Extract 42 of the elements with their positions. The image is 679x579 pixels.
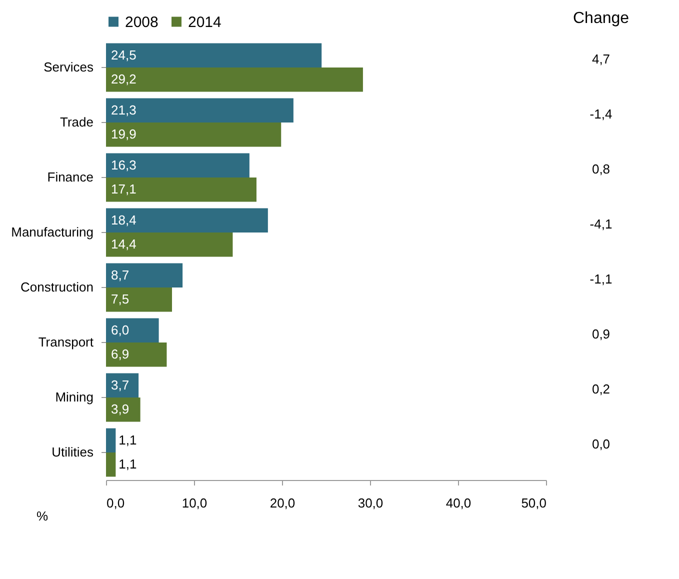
x-tick-label: 30,0 <box>358 496 384 510</box>
data-label: 6,0 <box>111 322 130 338</box>
text: 0,9 <box>592 326 610 342</box>
y-tick-label: Trade <box>60 114 94 130</box>
data-label: 19,9 <box>111 126 136 142</box>
data-label: 8,7 <box>111 267 130 282</box>
data-label: 16,3 <box>111 157 136 172</box>
x-axis-title: % <box>36 508 48 524</box>
text: -1,1 <box>590 272 612 286</box>
data-label: 1,1 <box>118 456 137 472</box>
y-tick-label: Services <box>44 60 94 74</box>
data-label: 24,5 <box>111 47 136 62</box>
legend-label: 2014 <box>188 14 222 31</box>
x-tick-label: 0,0 <box>106 496 125 510</box>
text: -4,1 <box>590 216 612 232</box>
y-tick-label: Utilities <box>52 444 94 460</box>
data-label: 3,9 <box>111 402 130 417</box>
x-tick-label: 20,0 <box>270 496 296 510</box>
y-tick-label: Construction <box>20 280 94 294</box>
x-tick-label: 10,0 <box>182 496 208 510</box>
data-label: 29,2 <box>111 72 136 87</box>
data-label: 6,9 <box>111 346 130 362</box>
text: 0,0 <box>592 436 610 452</box>
text: 0,8 <box>592 162 610 176</box>
data-label: 18,4 <box>111 212 136 228</box>
data-label: 3,7 <box>111 377 130 392</box>
y-tick-label: Transport <box>38 334 94 350</box>
legend-label: 2008 <box>125 14 158 31</box>
data-label: 1,1 <box>118 432 137 448</box>
text: 0,2 <box>592 382 610 396</box>
y-tick-label: Manufacturing <box>11 224 94 240</box>
text: -1,4 <box>590 106 612 122</box>
data-label: 14,4 <box>111 236 136 252</box>
data-label: 17,1 <box>111 182 136 197</box>
x-tick-label: 40,0 <box>446 496 472 510</box>
text: 4,7 <box>592 52 610 66</box>
text: Change <box>572 10 630 27</box>
y-tick-label: Finance <box>47 170 94 184</box>
data-label: 21,3 <box>111 102 136 118</box>
x-tick-label: 50,0 <box>521 496 546 510</box>
data-label: 7,5 <box>111 292 130 307</box>
y-tick-label: Mining <box>55 390 94 404</box>
